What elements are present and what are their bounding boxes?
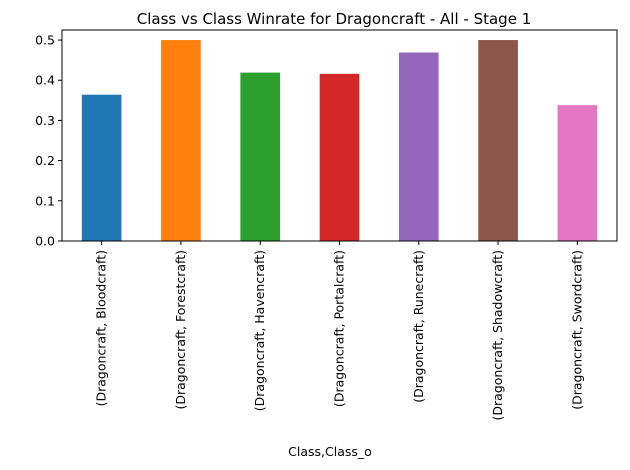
- x-tick-label: (Dragoncraft, Shadowcraft): [490, 250, 505, 420]
- x-tick-label: (Dragoncraft, Havencraft): [252, 250, 267, 411]
- chart-title: Class vs Class Winrate for Dragoncraft -…: [137, 10, 532, 28]
- y-tick-label: 0.0: [35, 234, 55, 249]
- x-axis-label: Class,Class_o: [288, 444, 372, 459]
- y-tick-label: 0.1: [35, 193, 55, 208]
- bar-5: [398, 52, 439, 241]
- bar-2: [161, 40, 201, 241]
- bar-1: [81, 94, 122, 241]
- bar-4: [319, 73, 360, 241]
- y-tick-label: 0.5: [35, 33, 55, 48]
- x-axis: (Dragoncraft, Bloodcraft) (Dragoncraft, F…: [94, 241, 584, 420]
- y-tick-label: 0.4: [35, 73, 55, 88]
- bar-7: [557, 105, 598, 241]
- bar-6: [478, 40, 518, 241]
- x-tick-label: (Dragoncraft, Portalcraft): [332, 250, 347, 407]
- x-tick-label: (Dragoncraft, Swordcraft): [569, 250, 584, 410]
- x-tick-label: (Dragoncraft, Forestcraft): [173, 250, 188, 410]
- y-tick-label: 0.2: [35, 153, 55, 168]
- bars-group: [81, 40, 598, 242]
- y-tick-label: 0.3: [35, 113, 55, 128]
- x-tick-label: (Dragoncraft, Bloodcraft): [94, 250, 109, 406]
- bar-3: [240, 72, 281, 242]
- x-tick-label: (Dragoncraft, Runecraft): [411, 250, 426, 403]
- y-axis: 0.0 0.1 0.2 0.3 0.4 0.5: [35, 33, 62, 249]
